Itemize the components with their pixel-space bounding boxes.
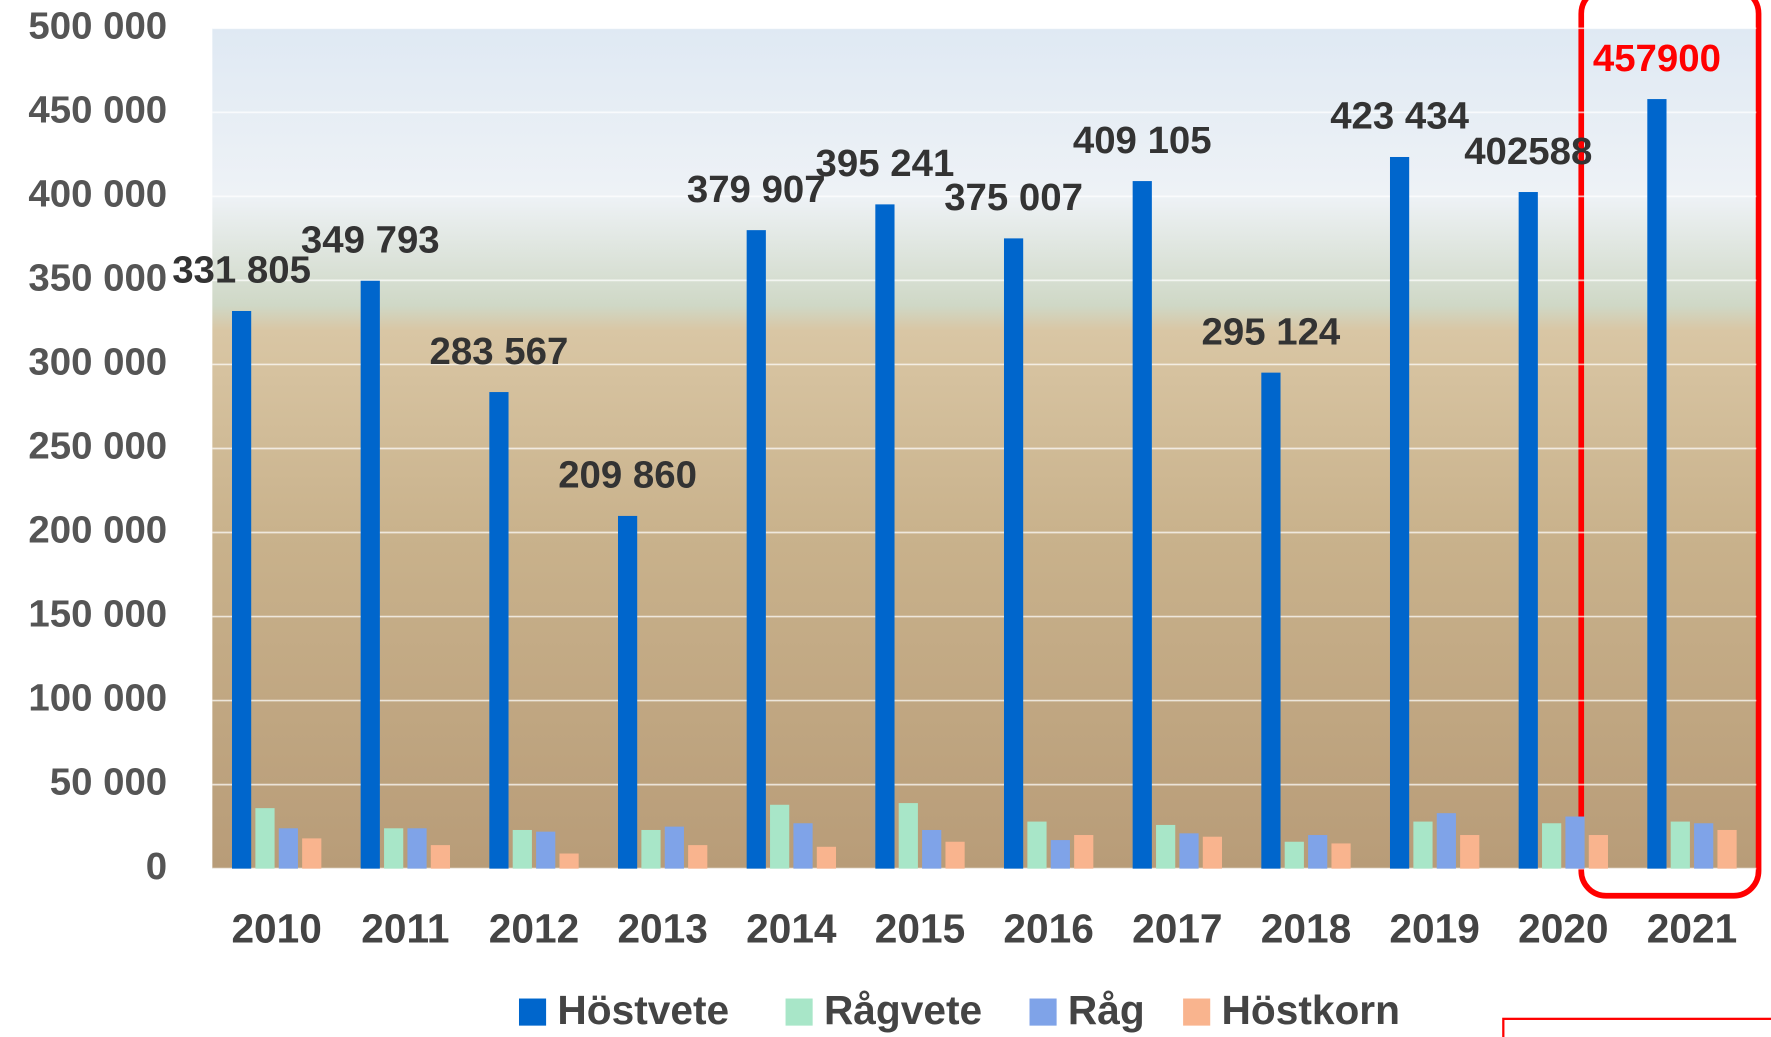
bar: [384, 828, 404, 869]
bar: [1308, 835, 1328, 869]
x-tick-label: 2011: [361, 906, 449, 952]
data-label: 395 241: [816, 142, 955, 185]
data-label: 379 907: [687, 168, 826, 211]
bar: [536, 831, 556, 869]
data-label: 331 805: [172, 249, 311, 292]
bar: [793, 823, 813, 869]
bar: [1542, 823, 1562, 869]
data-label: 295 124: [1202, 310, 1341, 353]
bar: [1202, 836, 1222, 869]
bar: [617, 515, 638, 869]
bar: [1156, 824, 1176, 869]
bar: [816, 846, 837, 869]
x-tick-label: 2014: [746, 906, 837, 952]
bar: [1003, 238, 1024, 869]
x-tick-label: 2015: [875, 906, 965, 952]
bar: [1331, 843, 1351, 869]
bar: [770, 804, 790, 869]
y-tick-label: 400 000: [28, 173, 167, 216]
bar: [1460, 835, 1480, 869]
bar: [1132, 181, 1152, 869]
note-box: [1502, 1017, 1771, 1037]
y-tick-label: 200 000: [28, 509, 167, 552]
x-tick-label: 2019: [1389, 906, 1479, 952]
bar: [922, 829, 942, 869]
y-tick-label: 300 000: [28, 341, 167, 384]
bar: [746, 230, 766, 869]
bar: [1261, 372, 1281, 869]
data-label: 375 007: [944, 176, 1083, 219]
y-tick-label: 500 000: [28, 4, 167, 47]
legend-swatch: [1029, 998, 1057, 1026]
bar: [1027, 821, 1047, 869]
legend-label: Höstkorn: [1222, 987, 1400, 1033]
bar: [1050, 840, 1070, 869]
bar: [1179, 833, 1199, 869]
bar: [1588, 835, 1608, 869]
legend-label: Rågvete: [824, 987, 982, 1033]
y-tick-label: 450 000: [28, 88, 167, 131]
x-tick-label: 2020: [1518, 906, 1608, 952]
bar: [302, 838, 322, 869]
bar: [1284, 841, 1304, 869]
bar: [1413, 821, 1433, 869]
x-tick-label: 2013: [617, 906, 707, 952]
y-tick-label: 150 000: [28, 593, 167, 636]
bar: [430, 845, 451, 869]
bar: [1670, 821, 1690, 869]
bar: [407, 828, 427, 869]
bar: [232, 310, 252, 869]
bar: [945, 841, 965, 869]
bar: [1518, 192, 1538, 869]
bar: [255, 808, 275, 869]
y-tick-label: 0: [146, 845, 167, 888]
bar: [1074, 835, 1094, 869]
x-tick-label: 2012: [489, 906, 579, 952]
data-label: 457900: [1593, 37, 1721, 80]
legend-label: Råg: [1068, 987, 1145, 1033]
legend-label: Höstvete: [557, 987, 729, 1033]
x-tick-label: 2021: [1647, 906, 1737, 952]
highlight-box: [1578, 0, 1762, 899]
legend-swatch: [518, 998, 547, 1026]
y-tick-label: 100 000: [28, 677, 167, 720]
x-tick-label: 2010: [231, 906, 321, 952]
bar: [1647, 99, 1667, 869]
x-tick-label: 2018: [1261, 906, 1351, 952]
bar: [1717, 829, 1737, 869]
bar: [875, 204, 895, 869]
y-tick-label: 250 000: [28, 425, 167, 468]
legend-swatch: [785, 998, 813, 1026]
data-label: 349 793: [301, 218, 440, 261]
x-tick-label: 2017: [1132, 906, 1222, 952]
data-label: 409 105: [1073, 119, 1212, 162]
bar: [688, 845, 708, 869]
bar: [1565, 816, 1585, 869]
y-tick-label: 50 000: [50, 761, 167, 804]
bar: [360, 280, 380, 869]
y-tick-label: 350 000: [28, 257, 167, 300]
data-label: 209 860: [558, 454, 697, 497]
bar: [489, 392, 509, 869]
bar: [559, 853, 579, 869]
bar: [1436, 813, 1456, 869]
bar: [664, 826, 684, 869]
legend-swatch: [1183, 998, 1211, 1026]
data-label: 402588: [1464, 130, 1592, 173]
data-label: 423 434: [1330, 95, 1469, 138]
bar: [641, 829, 661, 869]
bar: [278, 828, 298, 869]
data-label: 283 567: [430, 330, 569, 373]
bar: [512, 829, 532, 869]
bar: [898, 803, 918, 869]
bar: [1694, 823, 1714, 869]
bar: [1389, 156, 1410, 869]
x-tick-label: 2016: [1003, 906, 1093, 952]
